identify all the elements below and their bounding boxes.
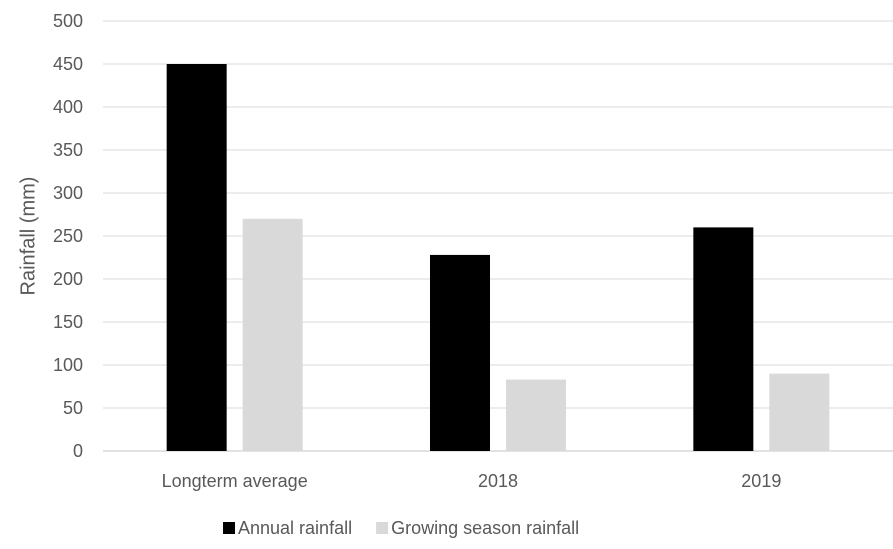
bar-growing-season-rainfall <box>242 218 303 451</box>
legend-swatch <box>223 522 235 534</box>
bar-annual-rainfall <box>693 227 754 451</box>
legend: Annual rainfall Growing season rainfall <box>223 518 579 538</box>
y-tick-label: 200 <box>53 269 83 289</box>
bar-growing-season-rainfall <box>506 379 566 451</box>
x-tick-label: Longterm average <box>162 471 308 491</box>
legend-label: Growing season rainfall <box>391 518 579 538</box>
bar-growing-season-rainfall <box>769 373 830 451</box>
bar-annual-rainfall <box>166 64 227 451</box>
y-tick-label: 500 <box>53 11 83 31</box>
y-tick-label: 300 <box>53 183 83 203</box>
legend-label: Annual rainfall <box>238 518 352 538</box>
y-tick-label: 350 <box>53 140 83 160</box>
y-tick-label: 50 <box>63 398 83 418</box>
y-tick-label: 400 <box>53 97 83 117</box>
y-axis-tick-labels: 0 50 100 150 200 250 300 350 400 450 500 <box>53 11 83 461</box>
y-axis-label: Rainfall (mm) <box>17 177 39 296</box>
gridlines <box>103 20 893 452</box>
y-tick-label: 100 <box>53 355 83 375</box>
y-tick-label: 250 <box>53 226 83 246</box>
x-tick-label: 2019 <box>741 471 781 491</box>
bars <box>166 64 830 451</box>
legend-swatch <box>376 522 389 534</box>
y-tick-label: 150 <box>53 312 83 332</box>
bar-annual-rainfall <box>430 254 490 451</box>
y-tick-label: 450 <box>53 54 83 74</box>
y-tick-label: 0 <box>73 441 83 461</box>
x-axis-tick-labels: Longterm average 2018 2019 <box>162 471 782 491</box>
x-tick-label: 2018 <box>478 471 518 491</box>
